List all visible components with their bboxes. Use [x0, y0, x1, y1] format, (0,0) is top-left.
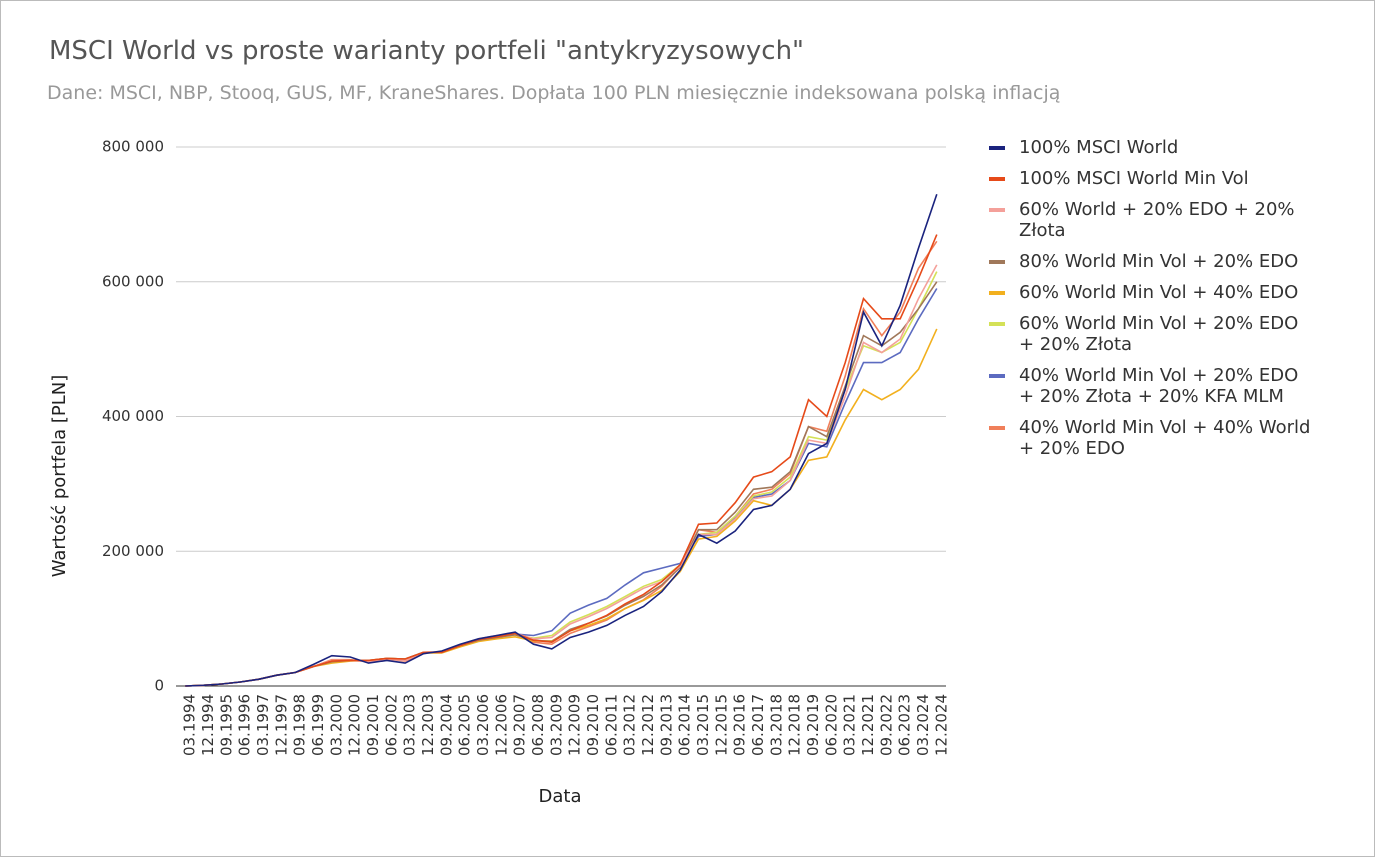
x-tick-label: 09.2019 [804, 694, 822, 756]
x-tick-label: 12.2012 [639, 694, 657, 756]
y-tick-label: 400 000 [102, 407, 164, 425]
legend-item: 60% World + 20% EDO + 20% Złota [989, 199, 1334, 241]
x-tick-label: 03.2003 [401, 694, 419, 756]
y-tick-label: 800 000 [102, 138, 164, 156]
legend-swatch [989, 374, 1005, 378]
series-line [185, 328, 938, 687]
x-tick-label: 06.1999 [309, 694, 327, 756]
series-line [185, 234, 938, 687]
series-line [185, 281, 938, 687]
x-tick-label: 09.1995 [217, 694, 235, 756]
legend-item: 100% MSCI World Min Vol [989, 168, 1334, 189]
x-tick-label: 06.2023 [896, 694, 914, 756]
x-tick-label: 03.2015 [694, 694, 712, 756]
x-tick-label: 09.2004 [437, 694, 455, 756]
x-tick-label: 12.2015 [712, 694, 730, 756]
legend-label: 60% World Min Vol + 40% EDO [1019, 282, 1299, 303]
x-tick-label: 09.2013 [657, 694, 675, 756]
x-tick-label: 03.2012 [621, 694, 639, 756]
legend-swatch [989, 426, 1005, 430]
chart-title: MSCI World vs proste warianty portfeli "… [49, 36, 804, 66]
series-line [185, 240, 938, 687]
legend-swatch [989, 291, 1005, 295]
x-tick-label: 12.2009 [566, 694, 584, 756]
legend-label: 40% World Min Vol + 20% EDO + 20% Złota … [1019, 365, 1299, 407]
series-line [185, 193, 938, 687]
x-tick-label: 03.1997 [254, 694, 272, 756]
legend-label: 60% World Min Vol + 20% EDO + 20% Złota [1019, 313, 1299, 355]
legend-label: 100% MSCI World [1019, 137, 1179, 158]
legend-swatch [989, 322, 1005, 326]
x-tick-label: 03.2024 [914, 694, 932, 756]
legend-item: 60% World Min Vol + 20% EDO + 20% Złota [989, 313, 1334, 355]
legend-swatch [989, 260, 1005, 264]
x-tick-label: 12.2018 [786, 694, 804, 756]
x-tick-label: 12.1994 [199, 694, 217, 756]
x-tick-label: 12.2006 [492, 694, 510, 756]
chart-subtitle: Dane: MSCI, NBP, Stooq, GUS, MF, KraneSh… [47, 82, 1060, 104]
legend-item: 40% World Min Vol + 20% EDO + 20% Złota … [989, 365, 1334, 407]
legend-item: 40% World Min Vol + 40% World + 20% EDO [989, 417, 1334, 459]
legend-label: 100% MSCI World Min Vol [1019, 168, 1249, 189]
x-tick-label: 06.2020 [822, 694, 840, 756]
x-tick-label: 09.2007 [511, 694, 529, 756]
series-line [185, 271, 938, 687]
x-tick-label: 03.2000 [327, 694, 345, 756]
x-tick-label: 06.1996 [236, 694, 254, 756]
y-tick-label: 200 000 [102, 542, 164, 560]
x-tick-label: 09.2016 [731, 694, 749, 756]
x-tick-label: 06.2002 [382, 694, 400, 756]
x-tick-label: 12.2021 [859, 694, 877, 756]
y-tick-label: 600 000 [102, 272, 164, 290]
x-tick-label: 06.2014 [676, 694, 694, 756]
x-tick-label: 03.2009 [547, 694, 565, 756]
x-tick-label: 12.1997 [272, 694, 290, 756]
x-tick-label: 12.2000 [346, 694, 364, 756]
x-tick-label: 03.1994 [181, 694, 199, 756]
x-tick-label: 06.2011 [602, 694, 620, 756]
legend: 100% MSCI World 100% MSCI World Min Vol 60… [989, 137, 1334, 469]
x-tick-label: 06.2005 [456, 694, 474, 756]
x-tick-label: 03.2006 [474, 694, 492, 756]
legend-label: 80% World Min Vol + 20% EDO [1019, 251, 1299, 272]
legend-label: 60% World + 20% EDO + 20% Złota [1019, 199, 1295, 241]
legend-item: 100% MSCI World [989, 137, 1334, 158]
legend-item: 60% World Min Vol + 40% EDO [989, 282, 1334, 303]
x-tick-label: 12.2024 [932, 694, 950, 756]
x-tick-label: 03.2018 [767, 694, 785, 756]
y-axis-title: Wartość portfela [PLN] [49, 375, 70, 578]
series-line [185, 288, 938, 687]
legend-swatch [989, 177, 1005, 181]
x-tick-label: 09.2022 [877, 694, 895, 756]
x-tick-label: 09.2001 [364, 694, 382, 756]
legend-item: 80% World Min Vol + 20% EDO [989, 251, 1334, 272]
x-tick-label: 06.2008 [529, 694, 547, 756]
x-tick-label: 09.2010 [584, 694, 602, 756]
x-axis-title: Data [539, 786, 582, 807]
legend-swatch [989, 146, 1005, 150]
x-tick-label: 12.2003 [419, 694, 437, 756]
x-tick-label: 06.2017 [749, 694, 767, 756]
y-tick-label: 0 [154, 677, 164, 695]
legend-swatch [989, 208, 1005, 212]
x-tick-label: 03.2021 [841, 694, 859, 756]
legend-label: 40% World Min Vol + 40% World + 20% EDO [1019, 417, 1311, 459]
x-tick-label: 09.1998 [291, 694, 309, 756]
